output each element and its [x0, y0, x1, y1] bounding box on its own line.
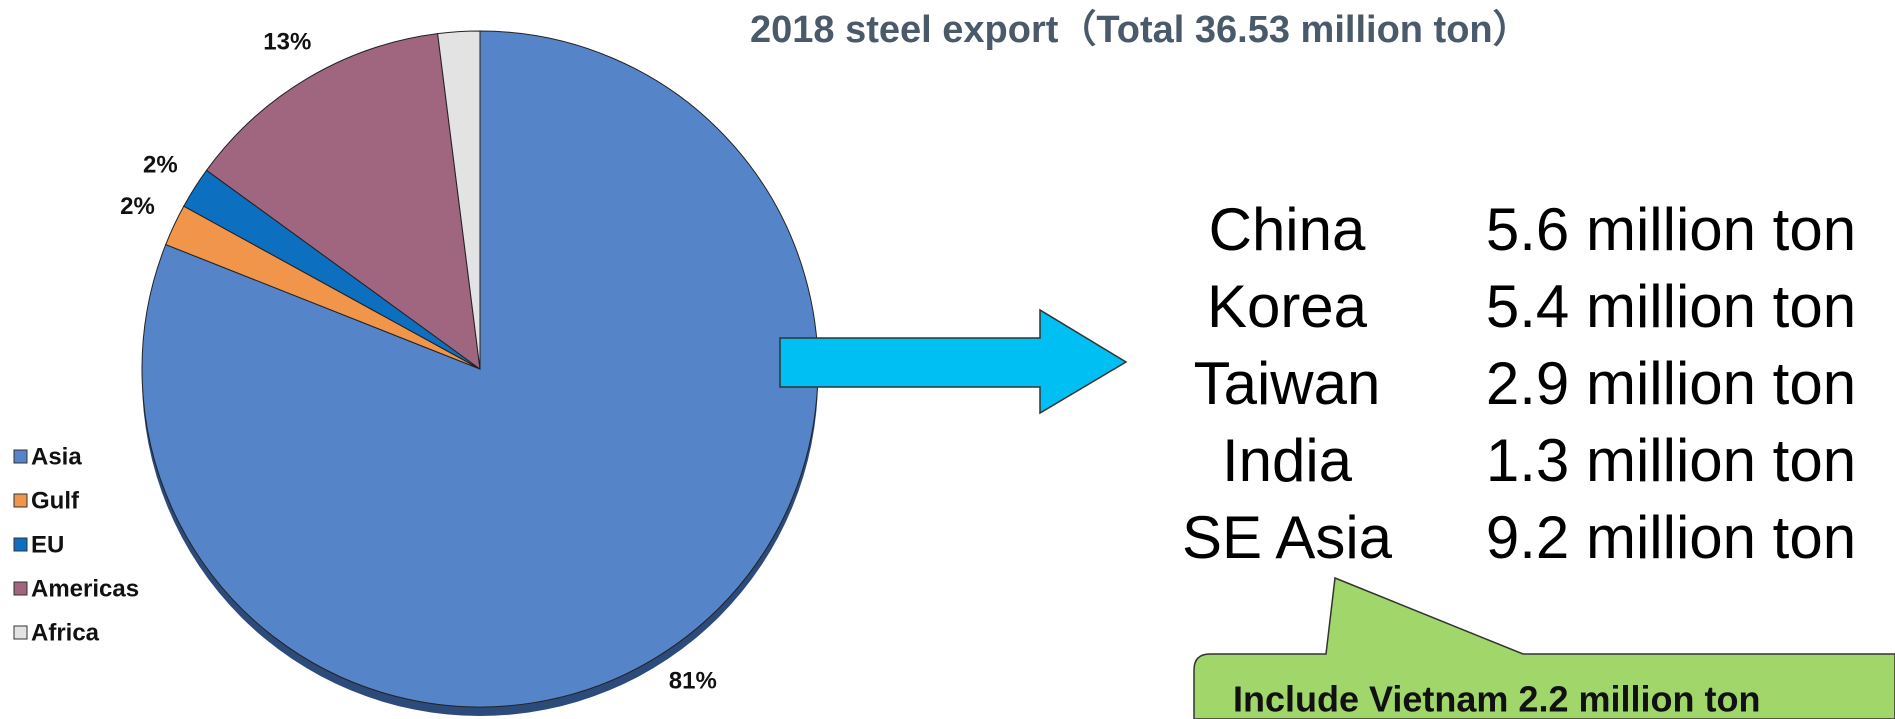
callout-text: Include Vietnam 2.2 million ton	[1233, 679, 1760, 719]
country: China	[1209, 196, 1366, 263]
arrow	[779, 308, 1128, 415]
legend-swatch	[13, 493, 28, 508]
data-label: 2%	[439, 0, 474, 4]
country: SE Asia	[1182, 504, 1393, 571]
legend-label: Americas	[31, 575, 139, 602]
legend-swatch	[13, 537, 28, 552]
data-label: 2%	[120, 193, 155, 220]
amount: 9.2 million ton	[1486, 504, 1856, 571]
legend-label: Gulf	[31, 487, 80, 514]
amount: 5.6 million ton	[1486, 196, 1856, 263]
country: Taiwan	[1194, 350, 1381, 417]
country: Korea	[1207, 273, 1368, 340]
data-label: 13%	[263, 29, 311, 56]
canvas: 2018 steel export（Total 36.53 million to…	[141, 9, 1895, 719]
table: China 5.6 million ton Korea 5.4 million ton…	[1182, 196, 1856, 571]
data-label: 2%	[143, 152, 178, 179]
data-label: 81%	[669, 667, 717, 694]
legend-swatch	[13, 625, 28, 640]
legend-swatch	[13, 581, 28, 596]
pie	[141, 30, 819, 708]
pie-slice	[205, 33, 481, 371]
amount: 2.9 million ton	[1486, 350, 1856, 417]
amount: 5.4 million ton	[1486, 273, 1856, 340]
country: India	[1222, 427, 1353, 494]
chart-title: 2018 steel export（Total 36.53 million to…	[750, 9, 1531, 51]
legend-swatch	[13, 449, 28, 464]
pie-slice	[437, 30, 481, 370]
legend-label: Asia	[31, 443, 82, 470]
callout-box	[1193, 576, 1895, 719]
legend-label: EU	[31, 531, 64, 558]
amount: 1.3 million ton	[1486, 427, 1856, 494]
legend-label: Africa	[31, 619, 100, 646]
